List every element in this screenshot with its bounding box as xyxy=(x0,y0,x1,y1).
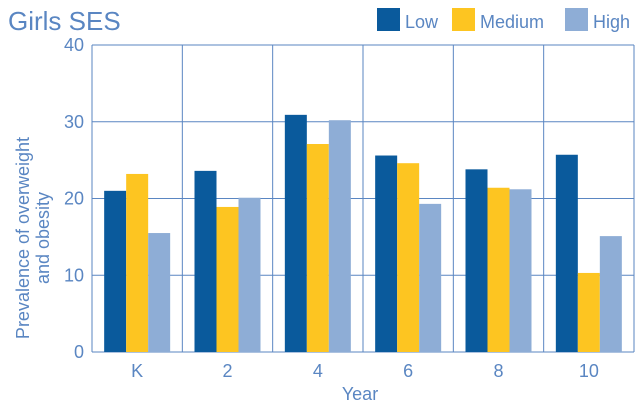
bars xyxy=(104,114,622,352)
bar-medium-4 xyxy=(306,144,329,352)
y-tick-label: 10 xyxy=(64,265,84,285)
bar-high-8 xyxy=(509,189,532,352)
bar-medium-2 xyxy=(216,206,239,352)
x-tick-label: K xyxy=(131,361,143,381)
bar-low-10 xyxy=(555,154,578,352)
x-axis-label: Year xyxy=(342,384,378,404)
bar-medium-K xyxy=(126,173,149,352)
legend-label-high: High xyxy=(593,12,630,32)
legend-swatch-high xyxy=(565,8,588,31)
y-ticks: 0 10 20 30 40 xyxy=(64,35,84,362)
bar-low-6 xyxy=(375,155,398,352)
y-tick-label: 40 xyxy=(64,35,84,55)
bar-medium-10 xyxy=(577,272,600,352)
x-tick-label: 4 xyxy=(313,361,323,381)
legend-label-low: Low xyxy=(405,12,439,32)
y-axis-label: Prevalence of overweight and obesity xyxy=(13,137,53,339)
y-axis-label-line-2: and obesity xyxy=(33,192,53,284)
legend-label-medium: Medium xyxy=(480,12,544,32)
y-tick-label: 0 xyxy=(74,342,84,362)
bar-low-8 xyxy=(465,169,488,352)
y-tick-label: 20 xyxy=(64,189,84,209)
x-tick-label: 8 xyxy=(493,361,503,381)
y-tick-label: 30 xyxy=(64,112,84,132)
grid xyxy=(91,44,635,353)
bar-low-4 xyxy=(284,114,307,352)
bar-high-K xyxy=(148,233,171,352)
x-tick-label: 10 xyxy=(579,361,599,381)
bar-high-4 xyxy=(328,120,351,352)
bar-high-6 xyxy=(419,203,442,352)
bar-high-2 xyxy=(238,197,261,352)
bar-low-K xyxy=(104,190,127,352)
x-ticks: K 2 4 6 8 10 xyxy=(131,361,599,381)
bar-high-10 xyxy=(599,236,622,352)
bar-medium-8 xyxy=(487,187,510,352)
chart-title: Girls SES xyxy=(8,6,121,36)
bar-low-2 xyxy=(194,170,217,352)
y-axis-label-line-1: Prevalence of overweight xyxy=(13,137,33,339)
legend-swatch-medium xyxy=(452,8,475,31)
x-tick-label: 2 xyxy=(222,361,232,381)
x-tick-label: 6 xyxy=(403,361,413,381)
legend: Low Medium High xyxy=(377,8,630,32)
bar-medium-6 xyxy=(397,163,420,352)
legend-swatch-low xyxy=(377,8,400,31)
